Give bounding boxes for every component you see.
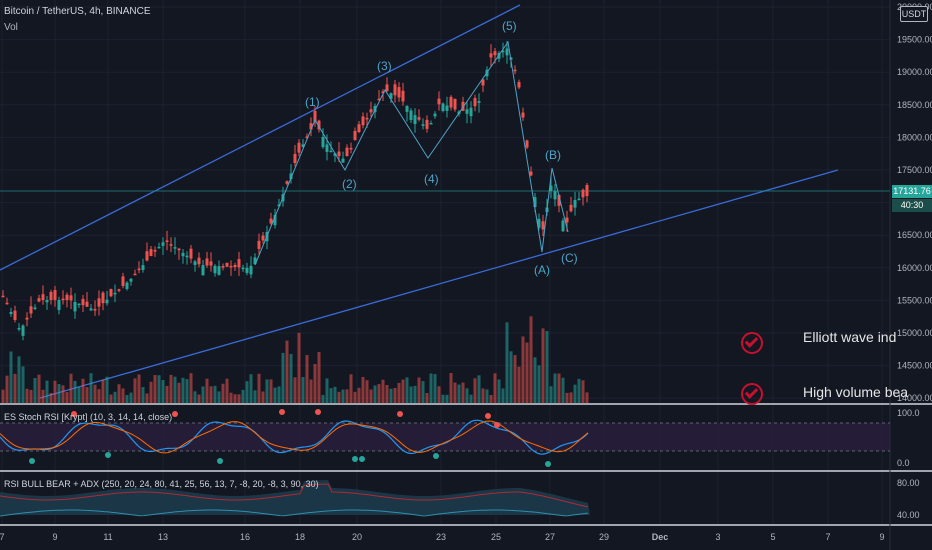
wave-label-5: (5)	[502, 19, 517, 33]
time-tick: 16	[240, 532, 250, 542]
time-tick: 13	[158, 532, 168, 542]
time-tick: Dec	[652, 532, 669, 542]
symbol-title[interactable]: Bitcoin / TetherUS, 4h, BINANCE	[4, 6, 151, 17]
stoch-signal-dots	[29, 409, 551, 467]
price-tick: 18500.00	[897, 100, 932, 110]
time-tick: 9	[52, 532, 57, 542]
price-tick: 19500.00	[897, 35, 932, 45]
time-tick: 23	[436, 532, 446, 542]
price-tick: 15500.00	[897, 295, 932, 305]
bar-countdown: 40:30	[892, 199, 932, 212]
note-elliott-wave: Elliott wave ind	[803, 329, 897, 345]
wave-label-3: (3)	[377, 59, 392, 73]
price-tick: 15000.00	[897, 328, 932, 338]
price-tick: 18000.00	[897, 132, 932, 142]
stoch-tick-0: 0.0	[897, 458, 910, 468]
time-tick: 29	[599, 532, 609, 542]
wave-label-4: (4)	[424, 172, 439, 186]
upper-trendline[interactable]	[0, 4, 521, 271]
price-tick: 16000.00	[897, 263, 932, 273]
price-tick: 14500.00	[897, 361, 932, 371]
elliott-wave-path	[254, 40, 569, 266]
time-tick: 20	[352, 532, 362, 542]
stoch-tick-100: 100.0	[897, 408, 920, 418]
time-tick: 5	[770, 532, 775, 542]
stoch-legend[interactable]: ES Stoch RSI [Krypt] (10, 3, 14, 14, clo…	[4, 412, 173, 422]
time-tick: 18	[295, 532, 305, 542]
wave-label-a: (A)	[534, 263, 550, 277]
time-tick: 11	[103, 532, 112, 542]
wave-labels: (1) (2) (3) (4) (5) (A) (B) (C)	[305, 19, 578, 277]
rsi-line	[0, 483, 589, 508]
volume-bars	[1, 316, 589, 403]
time-axis[interactable]: 7 9 11 13 16 18 20 23 25 27 29 Dec 3 5 7 9	[0, 532, 885, 542]
note-high-volume: High volume bea	[803, 384, 909, 400]
indicator-axis-ticks: 100.0 0.0 80.00 40.00	[897, 408, 920, 520]
time-tick: 3	[715, 532, 720, 542]
time-tick: 9	[879, 532, 884, 542]
time-tick: 7	[0, 532, 5, 542]
lower-trendline[interactable]	[39, 169, 839, 399]
stoch-d-line	[0, 420, 589, 454]
rsi-tick-80: 80.00	[897, 478, 920, 488]
trendlines	[0, 4, 890, 399]
wave-label-c: (C)	[561, 251, 578, 265]
stoch-band	[0, 423, 890, 451]
currency-button[interactable]: USDT	[900, 6, 928, 22]
time-tick: 27	[545, 532, 555, 542]
rsi-tick-40: 40.00	[897, 510, 920, 520]
check-icon	[741, 383, 763, 405]
time-tick: 7	[825, 532, 830, 542]
wave-label-1: (1)	[305, 95, 320, 109]
price-tick: 16500.00	[897, 230, 932, 240]
volume-legend[interactable]: Vol	[4, 22, 18, 33]
rsi-area	[0, 480, 590, 515]
price-tick: 17500.00	[897, 165, 932, 175]
last-price-tag: 17131.76	[892, 185, 932, 198]
rsi-legend[interactable]: RSI BULL BEAR + ADX (250, 20, 24, 80, 41…	[4, 479, 319, 489]
check-icon	[741, 332, 763, 354]
price-tick: 14000.00	[897, 393, 932, 403]
adx-line	[0, 509, 589, 517]
wave-label-b: (B)	[545, 148, 561, 162]
price-tick: 19000.00	[897, 67, 932, 77]
wave-label-2: (2)	[342, 177, 357, 191]
time-tick: 25	[491, 532, 501, 542]
